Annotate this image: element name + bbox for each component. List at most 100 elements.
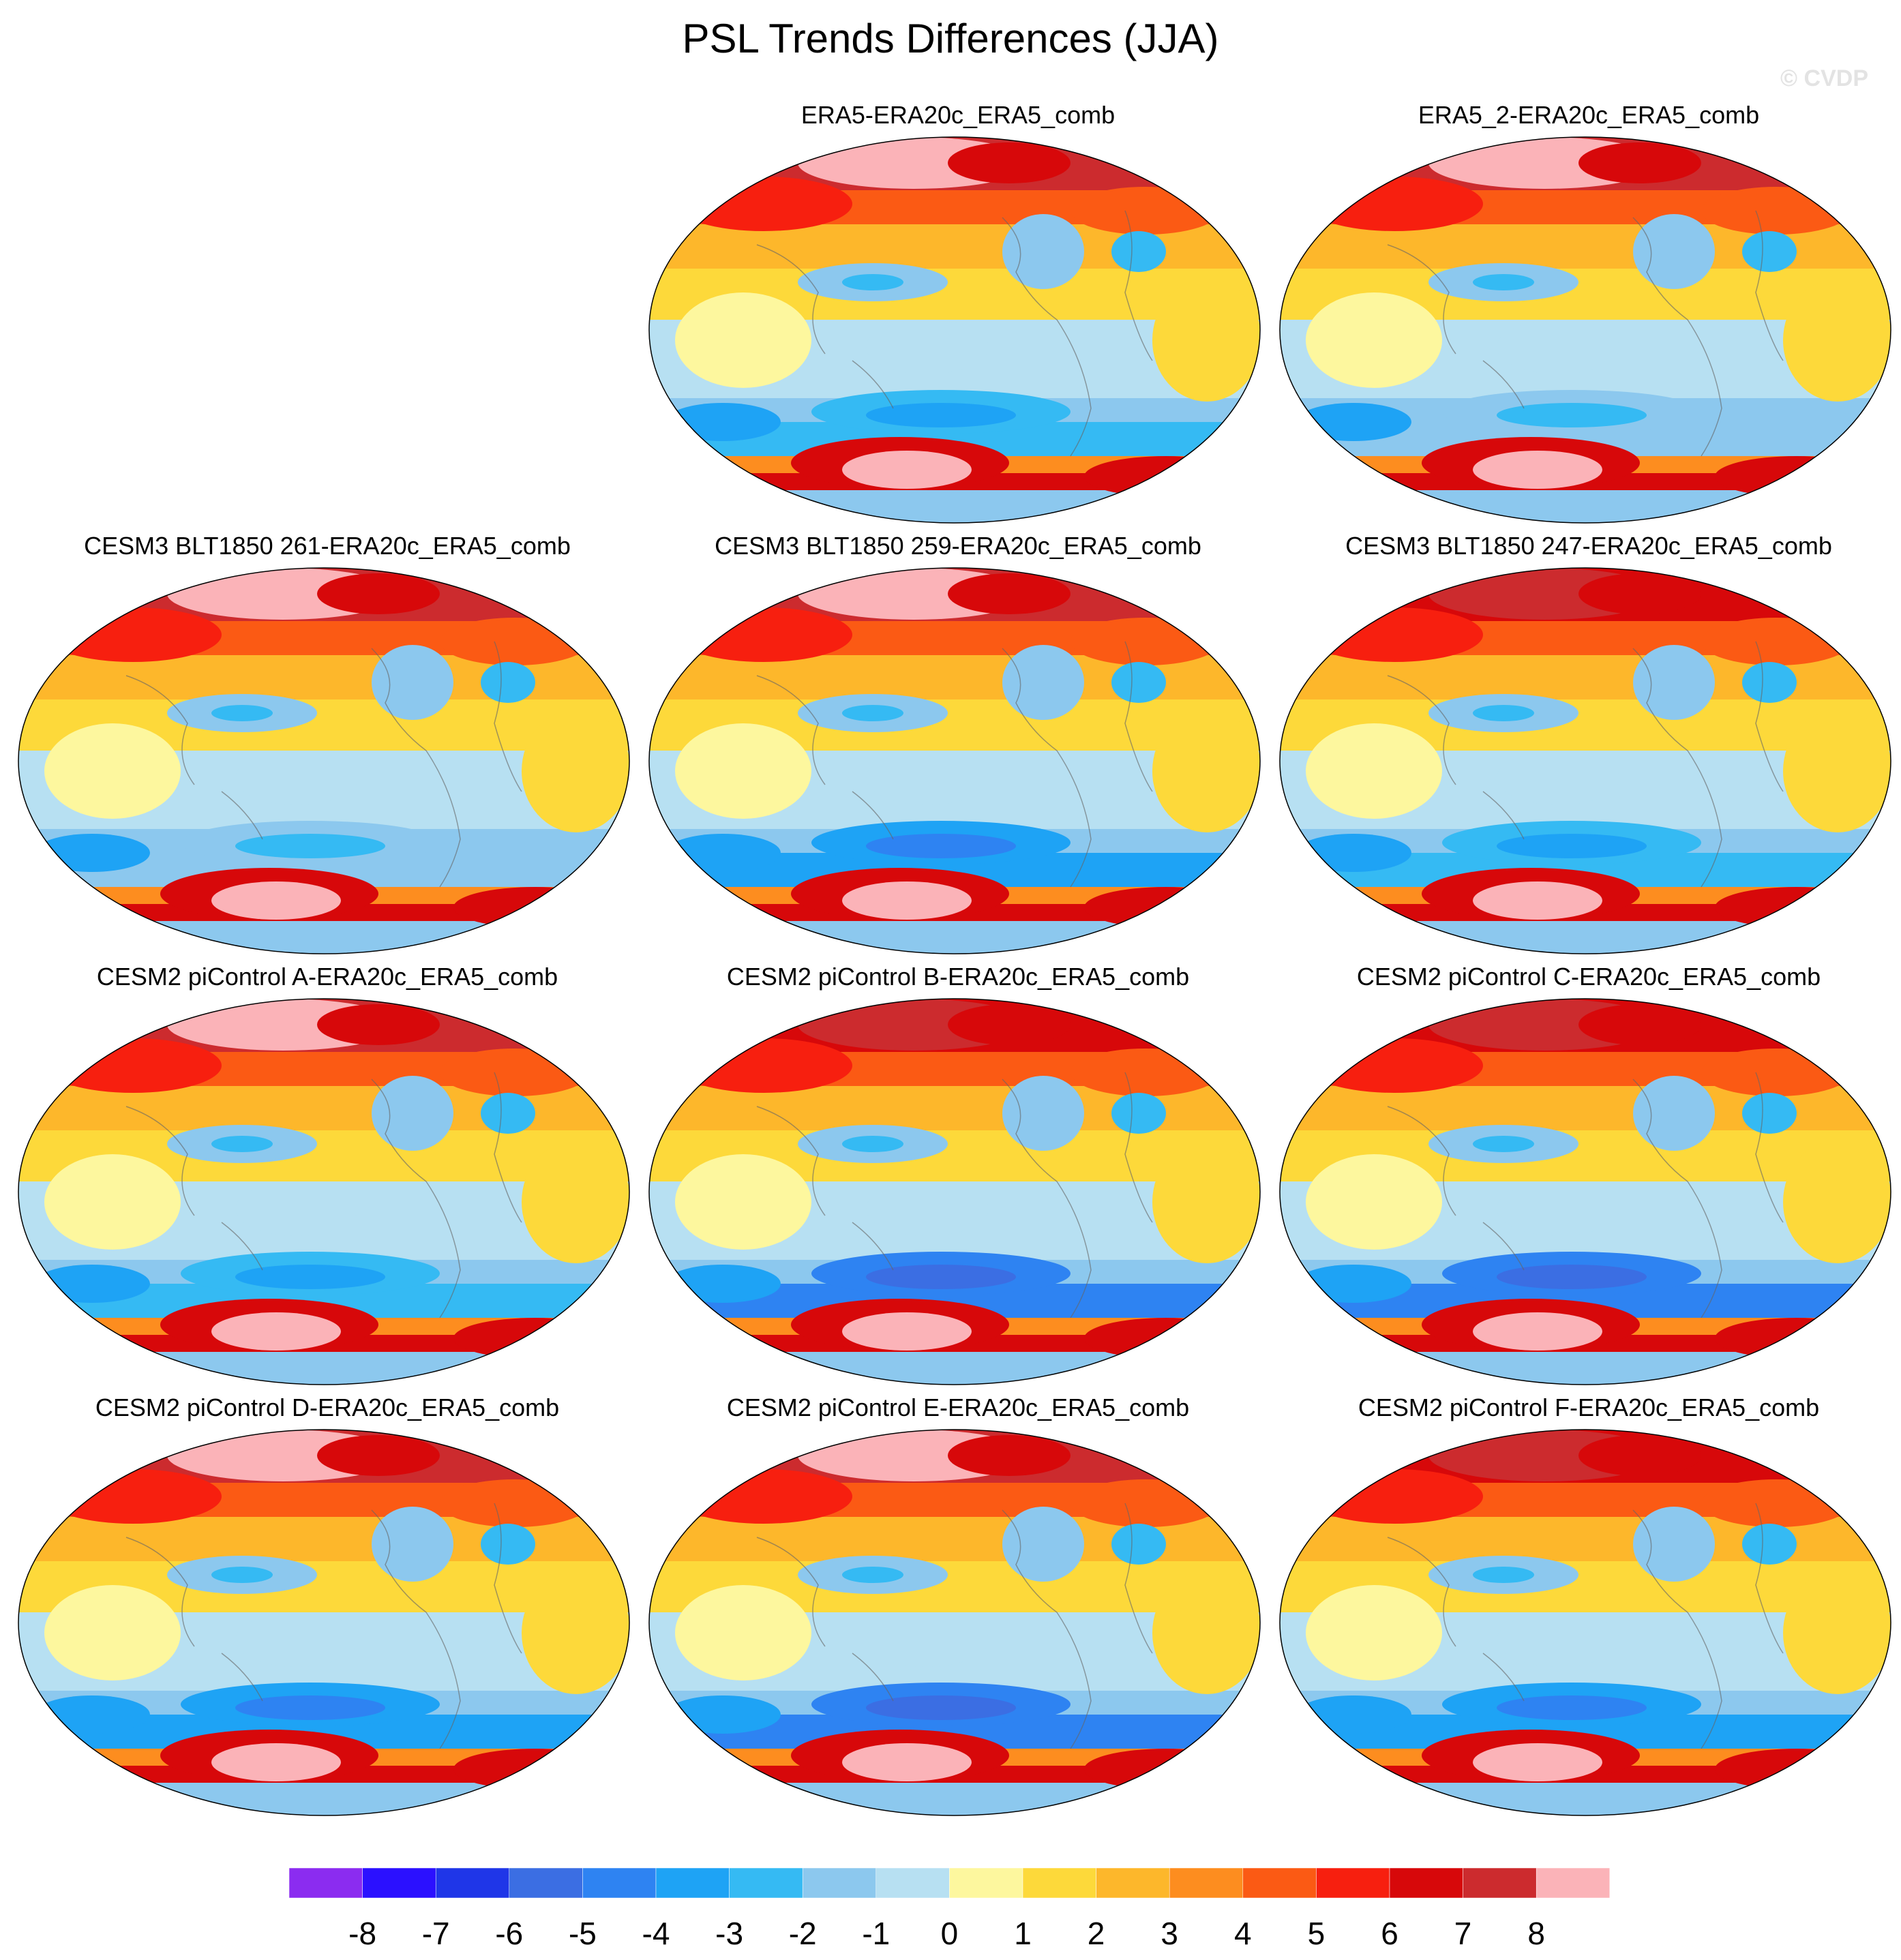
colorbar-bin [1389, 1868, 1463, 1899]
map-field [648, 567, 1261, 954]
field-contour [1152, 279, 1260, 402]
field-contour [481, 1093, 535, 1134]
coastline [756, 1537, 826, 1647]
field-contour [842, 451, 972, 489]
coastline [1387, 675, 1456, 785]
field-contour [317, 573, 440, 614]
field-contour [1111, 662, 1166, 703]
field-contour [44, 1469, 222, 1524]
map-panel: CESM3 BLT1850 261-ERA20c_ERA5_comb [14, 532, 641, 968]
field-contour [1497, 1181, 1619, 1236]
field-contour [1578, 142, 1701, 183]
colorbar-tick-label: 6 [1381, 1916, 1398, 1951]
field-contour [866, 1612, 989, 1667]
field-contour [1783, 1571, 1891, 1694]
field-contour [440, 1479, 590, 1527]
map-field [648, 1429, 1261, 1816]
field-contour [866, 834, 1016, 858]
coastline [1002, 1509, 1092, 1749]
colorbar-tick-label: 2 [1088, 1916, 1105, 1951]
field-contour [1152, 710, 1260, 832]
colorbar-tick-label: -5 [569, 1916, 597, 1951]
map-outline [1279, 998, 1891, 1385]
colorbar-tick-label: 7 [1454, 1916, 1472, 1951]
field-contour [842, 1312, 972, 1351]
field-contour [842, 1743, 972, 1781]
map-field [1279, 1429, 1891, 1816]
field-contour [675, 723, 811, 819]
field-contour [235, 834, 385, 858]
field-contour [372, 1507, 453, 1582]
panel-title: CESM3 BLT1850 261-ERA20c_ERA5_comb [84, 532, 571, 560]
map-panel: CESM2 piControl B-ERA20c_ERA5_comb [644, 963, 1272, 1399]
latitude-band [18, 921, 629, 954]
colorbar-bin [949, 1868, 1023, 1899]
coastline [371, 1079, 461, 1318]
map-outline [18, 567, 630, 954]
field-contour [842, 274, 903, 290]
map-outline [1279, 1429, 1891, 1816]
field-contour [1715, 887, 1878, 928]
field-contour [1473, 1567, 1534, 1583]
colorbar-bin [1096, 1868, 1170, 1899]
field-contour [675, 1038, 852, 1093]
panel-title: ERA5_2-ERA20c_ERA5_comb [1418, 101, 1760, 129]
panel-title: CESM3 BLT1850 247-ERA20c_ERA5_comb [1345, 532, 1832, 560]
coastline [756, 675, 826, 785]
field-contour [44, 1585, 181, 1680]
field-contour [235, 751, 358, 805]
coastline [1482, 791, 1525, 840]
field-contour [675, 177, 852, 231]
map-field [1279, 567, 1891, 954]
field-contour [1701, 1049, 1851, 1096]
latitude-band [1280, 921, 1891, 954]
field-contour [372, 645, 453, 720]
field-contour [235, 1181, 358, 1236]
field-contour [211, 881, 341, 920]
field-contour [1306, 1469, 1483, 1524]
colorbar-tick-label: 5 [1308, 1916, 1326, 1951]
field-contour [1306, 177, 1483, 231]
field-contour [1497, 751, 1619, 805]
field-contour [453, 1749, 617, 1790]
map-panel: CESM2 piControl F-ERA20c_ERA5_comb [1275, 1393, 1901, 1830]
field-contour [1306, 292, 1442, 388]
field-contour [211, 1567, 273, 1583]
coastline [852, 1653, 894, 1702]
panel-title: CESM2 piControl E-ERA20c_ERA5_comb [726, 1393, 1190, 1421]
field-contour [1002, 214, 1084, 289]
field-contour [866, 403, 1016, 427]
map-panel: ERA5_2-ERA20c_ERA5_comb [1275, 101, 1901, 537]
field-contour [1071, 618, 1221, 665]
field-contour [211, 1312, 341, 1351]
coastline [1632, 1509, 1722, 1749]
latitude-band [18, 1352, 629, 1385]
field-contour [522, 1571, 629, 1694]
coastline [852, 791, 894, 840]
coastline [1387, 1537, 1456, 1647]
field-contour [1473, 705, 1534, 721]
panel-title: CESM2 piControl C-ERA20c_ERA5_comb [1356, 963, 1821, 991]
field-contour [842, 1567, 903, 1583]
latitude-band [649, 490, 1260, 523]
colorbar-tick-label: -1 [862, 1916, 890, 1951]
field-contour [1633, 1076, 1715, 1151]
coastline [1755, 210, 1784, 361]
field-contour [1002, 1507, 1084, 1582]
field-contour [675, 292, 811, 388]
field-contour [1473, 1312, 1602, 1351]
field-contour [1473, 1136, 1534, 1152]
field-contour [1742, 231, 1797, 272]
field-contour [866, 1265, 1016, 1289]
figure-title: PSL Trends Differences (JJA) [682, 16, 1219, 61]
field-contour [675, 607, 852, 662]
field-contour [1071, 187, 1221, 235]
colorbar-bin [1316, 1868, 1390, 1899]
colorbar-tick-label: -2 [789, 1916, 817, 1951]
field-contour [235, 1695, 385, 1720]
field-contour [235, 1612, 358, 1667]
map-outline [1279, 136, 1891, 524]
field-contour [235, 1265, 385, 1289]
map-field [18, 998, 630, 1385]
colorbar-bin [1169, 1868, 1244, 1899]
